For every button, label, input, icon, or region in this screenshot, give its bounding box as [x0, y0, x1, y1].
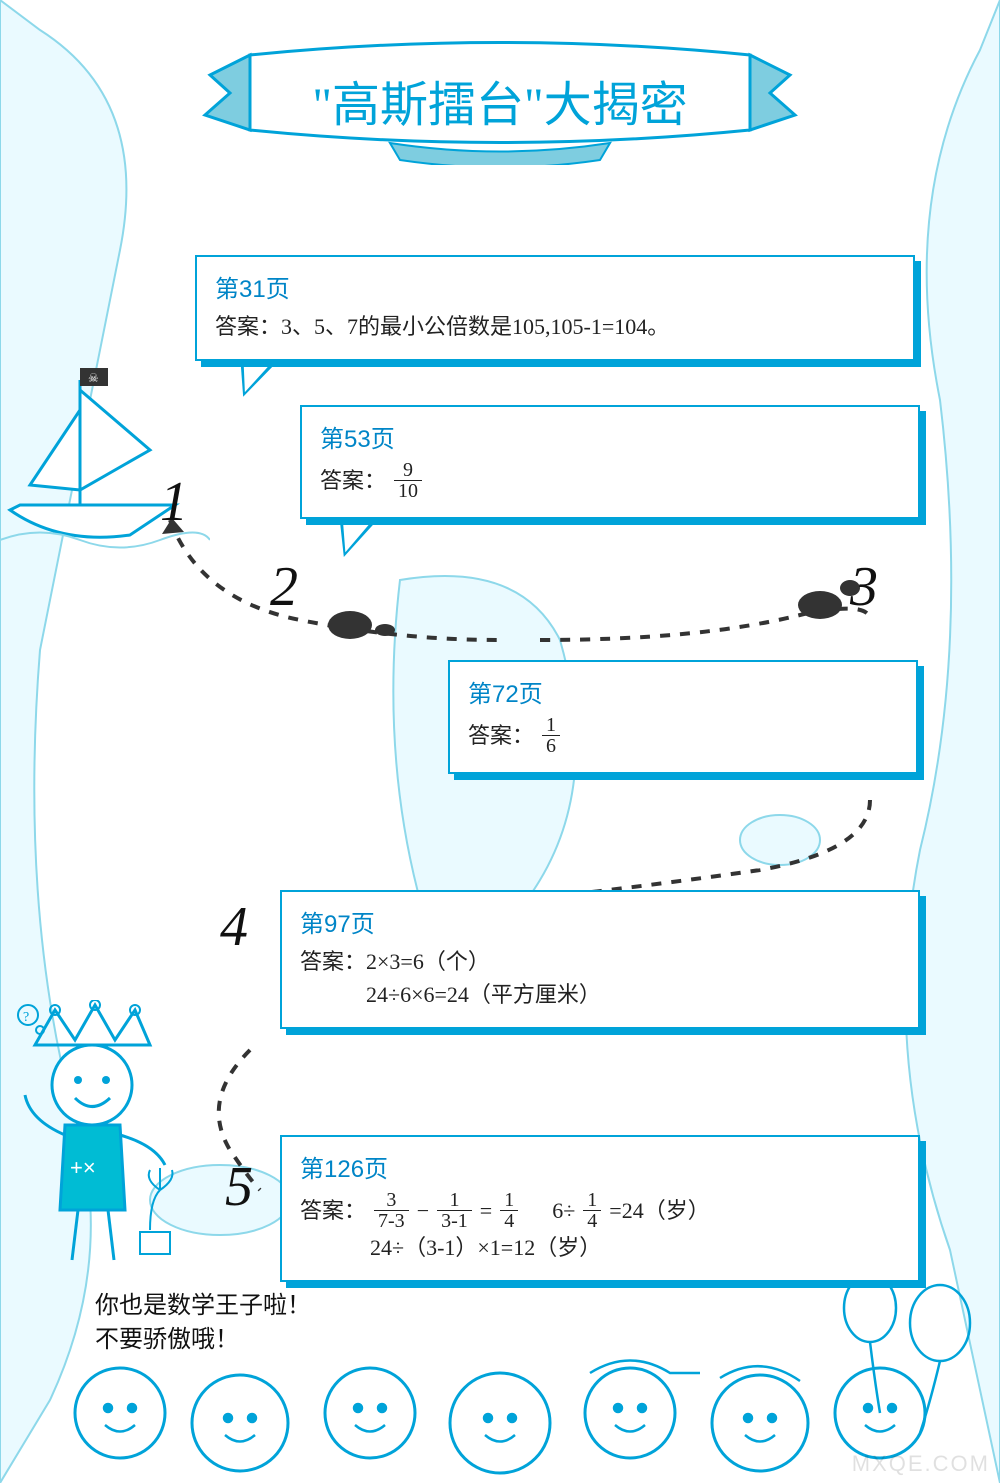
page-ref: 第72页 — [468, 674, 898, 709]
step-number-1: 1 — [160, 470, 188, 534]
answer-prefix: 答案： — [300, 1194, 366, 1227]
answer-card-1: 第31页 答案：3、5、7的最小公倍数是105,105-1=104。 — [195, 255, 915, 361]
answer-card-5: 第126页 答案： 37-3 − 13-1 = 14 6÷ 14 =24（岁） … — [280, 1135, 920, 1282]
page-ref: 第97页 — [300, 904, 900, 939]
page-ref: 第53页 — [320, 419, 900, 454]
answer-text: 答案： 1 6 — [468, 715, 898, 756]
answer-card-3: 第72页 答案： 1 6 — [448, 660, 918, 774]
step-number-4: 4 — [220, 895, 248, 959]
svg-text:?: ? — [23, 1010, 29, 1025]
answer-text: 答案： 9 10 — [320, 460, 900, 501]
title-text: "高斯擂台"大揭密 — [190, 65, 810, 135]
page-ref: 第126页 — [300, 1149, 900, 1184]
answer-card-2: 第53页 答案： 9 10 — [300, 405, 920, 519]
fraction: 14 — [500, 1190, 518, 1231]
answer-text: 答案：2×3=6（个） 24÷6×6=24（平方厘米） — [300, 945, 900, 1011]
svg-text:☠: ☠ — [88, 371, 99, 385]
svg-text:+×: +× — [70, 1155, 96, 1180]
answer-prefix: 答案： — [468, 719, 534, 752]
caption-line: 你也是数学王子啦！ — [95, 1290, 311, 1324]
fraction: 37-3 — [374, 1190, 409, 1231]
step-number-3: 3 — [850, 555, 878, 619]
king-kid-illustration: +× ? — [0, 1000, 180, 1300]
fraction: 1 6 — [542, 715, 560, 756]
title-banner: "高斯擂台"大揭密 — [190, 35, 810, 165]
answer-prefix: 答案： — [320, 464, 386, 497]
fraction: 14 — [583, 1190, 601, 1231]
step-number-2: 2 — [270, 555, 298, 619]
fraction: 9 10 — [394, 460, 422, 501]
answer-card-4: 第97页 答案：2×3=6（个） 24÷6×6=24（平方厘米） — [280, 890, 920, 1029]
watermark: MXQE.COM — [852, 1451, 990, 1477]
caption-line: 不要骄傲哦！ — [95, 1324, 311, 1358]
fraction: 13-1 — [437, 1190, 472, 1231]
answer-text: 答案： 37-3 − 13-1 = 14 6÷ 14 =24（岁） 24÷（3-… — [300, 1190, 900, 1264]
answer-text: 答案：3、5、7的最小公倍数是105,105-1=104。 — [215, 310, 895, 343]
caption: 你也是数学王子啦！ 不要骄傲哦！ — [95, 1290, 311, 1357]
step-number-5: 5 — [225, 1155, 253, 1219]
page-ref: 第31页 — [215, 269, 895, 304]
